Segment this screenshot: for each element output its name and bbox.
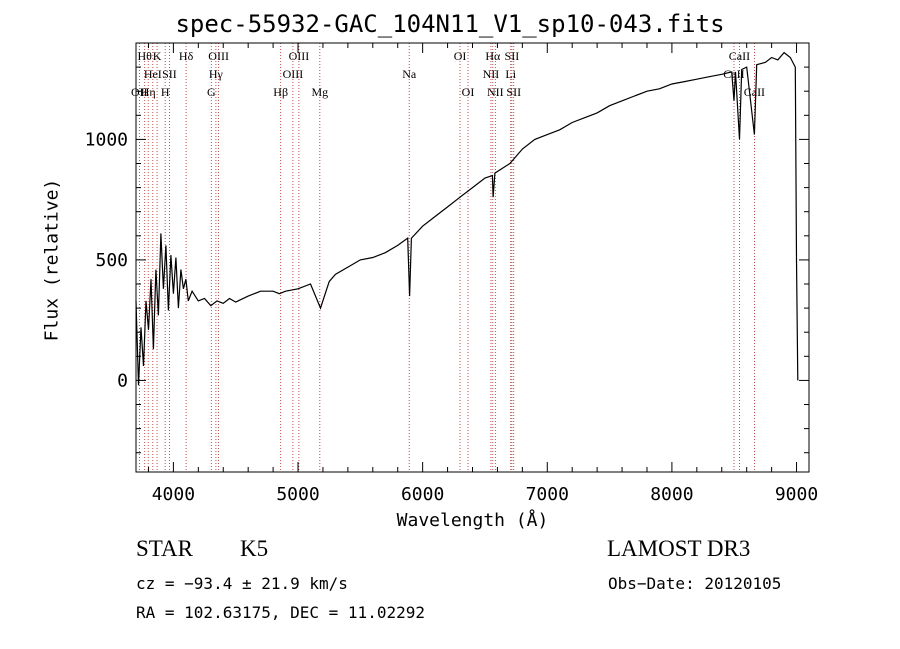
spectral-line-label: OΙΙΙ xyxy=(289,49,310,63)
x-tick-label: 6000 xyxy=(401,484,444,505)
spectral-line-labels: OΙΙHθHηHeΙKHSΙΙHδGHγOΙΙΙHβOΙΙΙOΙΙΙMgNaOΙ… xyxy=(131,49,765,99)
y-tick-label: 0 xyxy=(117,370,128,391)
spectral-line-label: SΙΙ xyxy=(505,49,520,63)
spectral-line-label: OΙ xyxy=(462,85,475,99)
y-tick-label: 1000 xyxy=(85,129,128,150)
object-subclass: K5 xyxy=(240,536,269,561)
x-tick-label: 8000 xyxy=(650,484,693,505)
plot-frame xyxy=(135,42,810,473)
x-tick-label: 5000 xyxy=(276,484,319,505)
x-tick-label: 4000 xyxy=(152,484,195,505)
spectral-line-label: Hδ xyxy=(179,49,194,63)
spectral-line-label: G xyxy=(207,85,216,99)
spectral-line-label: Li xyxy=(505,67,516,81)
spectral-line-label: Mg xyxy=(311,85,328,99)
spectral-line-label: HeΙ xyxy=(144,67,162,81)
spectral-line-label: K xyxy=(153,49,162,63)
spectral-line-label: OΙΙΙ xyxy=(283,67,304,81)
observation-date: Obs−Date: 20120105 xyxy=(608,574,782,593)
spectrum-line xyxy=(135,51,799,386)
spectral-line-label: H xyxy=(161,85,170,99)
x-axis-label: Wavelength (Å) xyxy=(396,510,549,531)
spectral-line-label: NΙΙ xyxy=(487,85,504,99)
spectral-line-label: NΙΙ xyxy=(483,67,500,81)
plot-axes: 4000 5000 6000 7000 8000 9000 0 500 1000 xyxy=(85,42,818,505)
spectral-line-label: SΙΙ xyxy=(506,85,521,99)
spectral-line-label: Hθ xyxy=(138,49,153,63)
object-class: STAR xyxy=(136,536,193,561)
spectral-line-label: OΙ xyxy=(454,49,467,63)
spectral-line-label: Hβ xyxy=(273,85,288,99)
spectral-line-label: OΙΙΙ xyxy=(208,49,229,63)
spectral-line-label: CaΙΙ xyxy=(723,67,744,81)
spectral-line-label: CaΙΙ xyxy=(744,85,765,99)
x-tick-label: 9000 xyxy=(775,484,818,505)
spectral-line-label: Hη xyxy=(141,85,156,99)
spectral-line-label: CaΙΙ xyxy=(729,49,750,63)
x-tick-label: 7000 xyxy=(526,484,569,505)
spectral-line-label: OΙΙ xyxy=(131,85,148,99)
survey-name: LAMOST DR3 xyxy=(607,536,751,561)
chart-title: spec-55932-GAC_104N11_V1_sp10-043.fits xyxy=(175,10,725,38)
spectral-line-label: Na xyxy=(402,67,417,81)
redshift-info: cz = −93.4 ± 21.9 km/s xyxy=(136,574,348,593)
y-tick-label: 500 xyxy=(95,250,128,271)
spectrum-series xyxy=(135,51,799,386)
spectral-line-label: SΙΙ xyxy=(162,67,177,81)
spectral-line-label: Hγ xyxy=(209,67,224,81)
spectral-line-markers xyxy=(138,43,755,472)
y-axis-label: Flux (relative) xyxy=(41,178,63,342)
spectral-line-label: Hα xyxy=(485,49,501,63)
coordinates: RA = 102.63175, DEC = 11.02292 xyxy=(136,603,425,622)
